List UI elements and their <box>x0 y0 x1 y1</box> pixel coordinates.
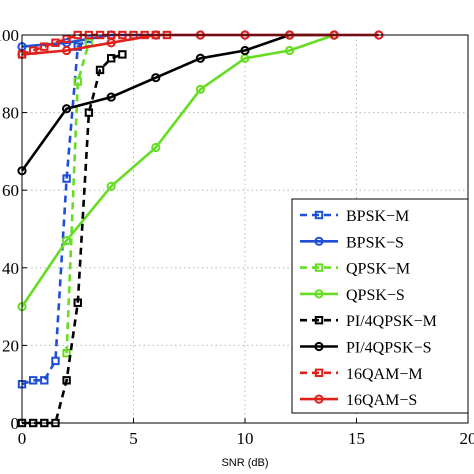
series-marker <box>62 34 71 44</box>
series-line <box>65 42 91 354</box>
series-marker <box>84 108 94 117</box>
legend-label: BPSK−M <box>346 208 409 225</box>
legend-entry: PI/4QPSK−M <box>300 313 437 330</box>
x-tick-label: 10 <box>237 429 254 448</box>
legend-entry: QPSK−M <box>300 261 410 278</box>
series-marker <box>151 73 161 83</box>
series-marker <box>73 298 82 307</box>
x-axis-title: SNR (dB) <box>221 457 268 469</box>
y-tick-label: 0 <box>11 414 20 433</box>
legend-entry: 16QAM−M <box>300 366 423 383</box>
x-tick-label: 15 <box>348 429 365 448</box>
series-marker <box>106 181 116 191</box>
series-marker <box>40 376 49 385</box>
series-marker <box>106 38 116 48</box>
legend-entry: BPSK−S <box>300 234 404 251</box>
series-marker <box>62 174 71 183</box>
series-marker <box>314 368 324 378</box>
series-marker <box>151 142 161 153</box>
series-marker <box>314 236 324 246</box>
legend-entry: QPSK−S <box>300 287 405 304</box>
x-tick-label: 5 <box>129 429 138 448</box>
legend-label: PI/4QPSK−S <box>346 340 432 357</box>
series-marker <box>62 376 71 385</box>
series-marker <box>285 45 295 56</box>
y-tick-label: 100 <box>0 26 19 45</box>
series-marker <box>314 341 324 352</box>
y-tick-label: 40 <box>2 259 19 278</box>
series-marker <box>51 38 60 47</box>
series-marker <box>107 54 116 63</box>
legend-label: QPSK−S <box>346 287 405 304</box>
series-marker <box>51 356 60 366</box>
series-marker <box>195 84 205 94</box>
y-tick-label: 60 <box>2 181 19 200</box>
series-line <box>21 37 90 386</box>
series-marker <box>62 348 71 358</box>
series-marker <box>28 376 38 385</box>
legend: BPSK−M BPSK−S QPSK−M QPSK−S PI/4QPSK−M PI/4QP… <box>291 198 469 414</box>
series-marker <box>95 65 105 75</box>
legend-label: QPSK−M <box>346 261 410 278</box>
tick-label-layer: 0 5 10 15 20 0 20 40 60 80 100 <box>0 26 474 448</box>
legend-box <box>291 198 469 414</box>
series-marker <box>195 53 205 63</box>
legend-label: BPSK−S <box>346 234 404 251</box>
series-marker <box>62 236 72 246</box>
y-tick-label: 20 <box>2 336 19 355</box>
series-marker <box>314 263 324 272</box>
legend-entry: BPSK−M <box>300 208 409 225</box>
series-3 <box>62 38 94 358</box>
series-marker <box>106 92 116 102</box>
legend-entry: 16QAM−S <box>300 392 417 409</box>
series-marker <box>314 210 324 220</box>
series-marker <box>240 45 250 56</box>
legend-label: PI/4QPSK−M <box>346 313 437 330</box>
series-line <box>20 33 335 308</box>
series-marker <box>314 316 324 325</box>
series-marker <box>118 50 127 59</box>
y-tick-label: 80 <box>2 104 19 123</box>
series-marker <box>62 104 72 114</box>
legend-label: 16QAM−S <box>346 392 417 409</box>
x-tick-label: 20 <box>460 429 474 448</box>
series-line <box>20 33 335 172</box>
legend-label: 16QAM−M <box>346 366 423 383</box>
series-marker <box>62 45 72 56</box>
series-marker <box>73 77 82 86</box>
series-marker <box>314 394 324 404</box>
x-tick-label: 0 <box>18 429 27 448</box>
legend-entry: PI/4QPSK−S <box>300 340 432 357</box>
series-marker <box>40 42 49 51</box>
series-marker <box>314 289 324 299</box>
